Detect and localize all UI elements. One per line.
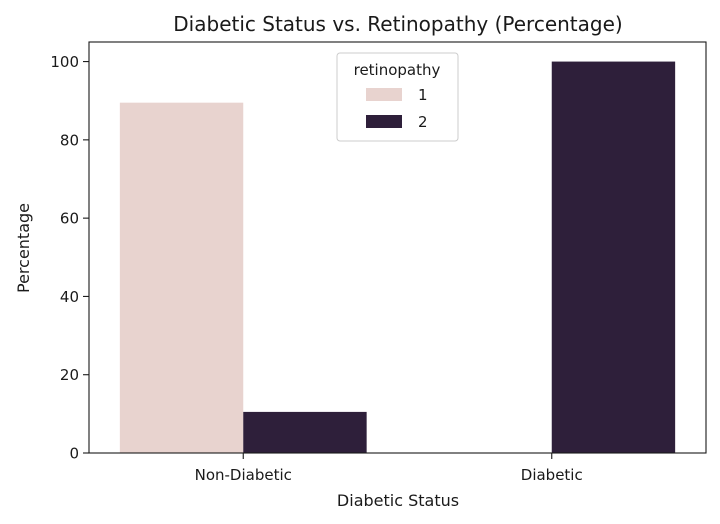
legend-title: retinopathy xyxy=(354,61,441,79)
y-tick-label: 40 xyxy=(60,288,79,306)
x-axis-label: Diabetic Status xyxy=(337,491,459,510)
legend-swatch-2 xyxy=(366,115,402,128)
chart-title: Diabetic Status vs. Retinopathy (Percent… xyxy=(173,12,622,36)
bar-non-diabetic-series-1 xyxy=(119,102,244,454)
bar-diabetic-series-2 xyxy=(551,61,676,453)
bar-non-diabetic-series-2 xyxy=(243,411,367,453)
legend-swatch-1 xyxy=(366,88,402,101)
y-tick-label: 100 xyxy=(50,53,79,71)
x-tick-label: Diabetic xyxy=(521,466,583,484)
plot-frame xyxy=(88,41,707,454)
legend: retinopathy 1 2 xyxy=(336,52,459,142)
legend-label-1: 1 xyxy=(418,86,428,104)
legend-label-2: 2 xyxy=(418,113,428,131)
y-axis-label: Percentage xyxy=(14,203,33,293)
x-axis: Non-Diabetic Diabetic xyxy=(195,453,583,484)
y-tick-label: 0 xyxy=(69,445,79,463)
y-axis: 0 20 40 60 80 100 xyxy=(50,53,89,463)
y-tick-label: 60 xyxy=(60,210,79,228)
y-tick-label: 20 xyxy=(60,366,79,384)
bars xyxy=(119,61,676,454)
x-tick-label: Non-Diabetic xyxy=(195,466,292,484)
y-tick-label: 80 xyxy=(60,131,79,149)
